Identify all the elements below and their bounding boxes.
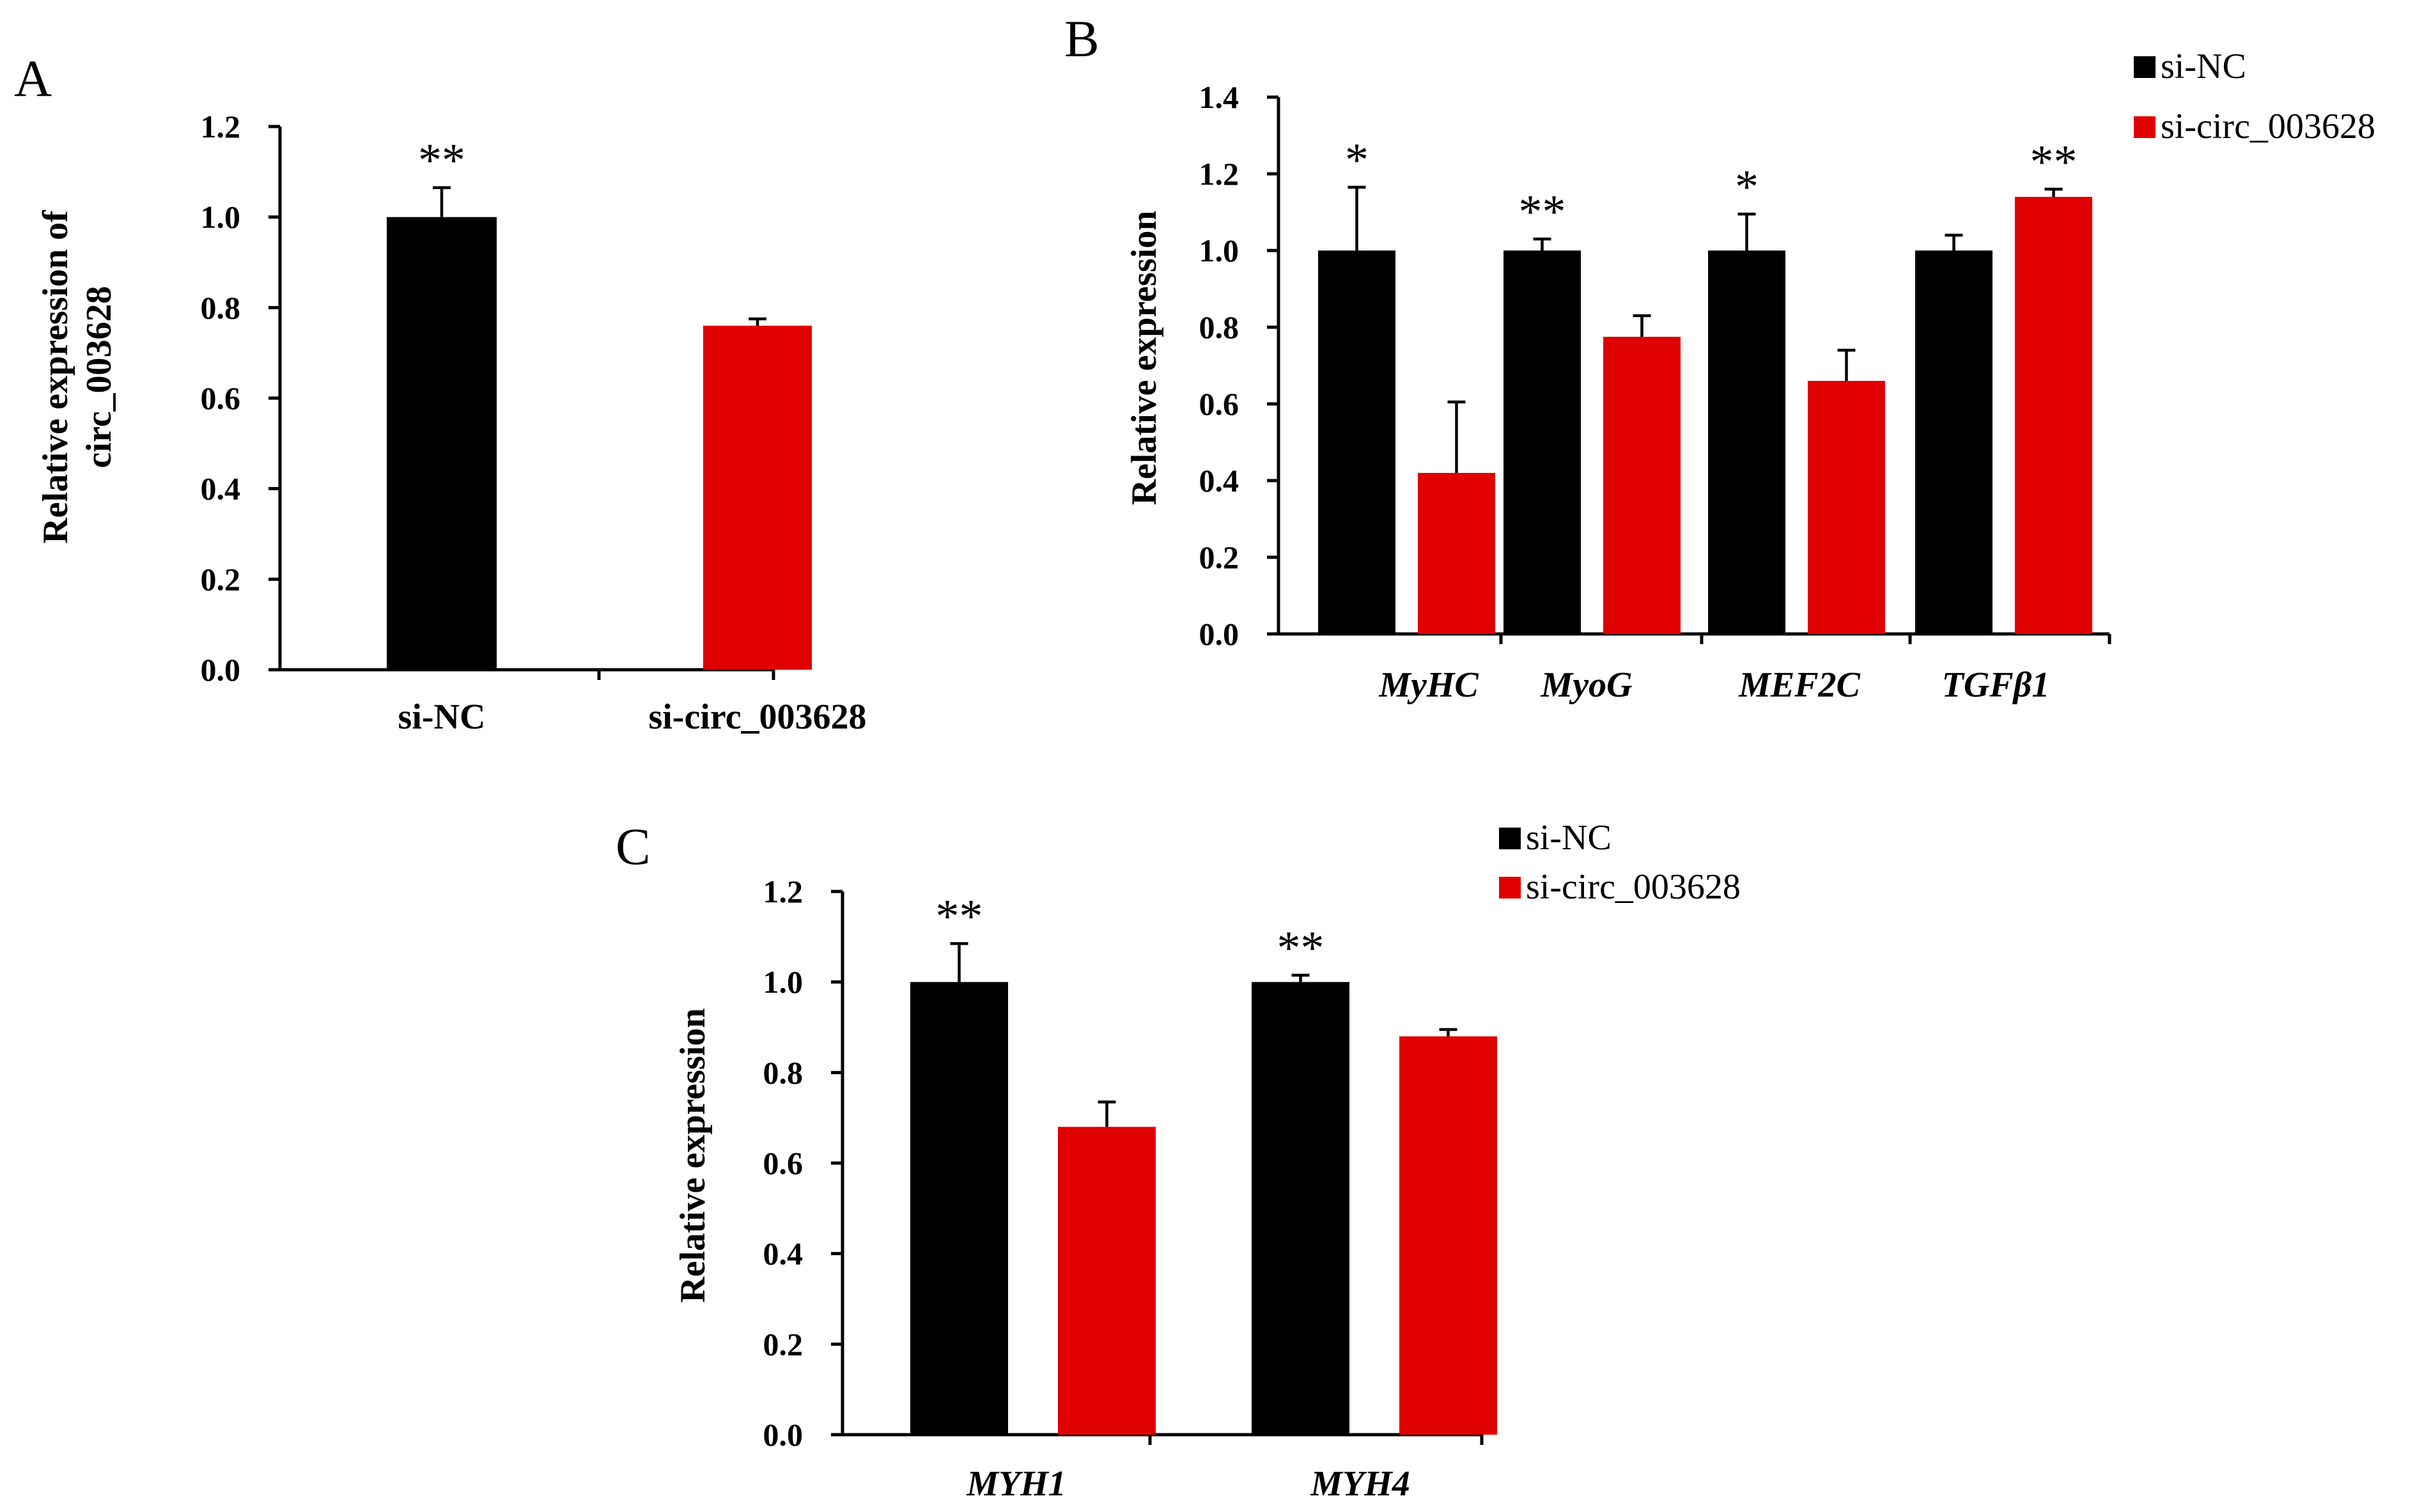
significance-marker: **	[2030, 136, 2078, 189]
legend-swatch-si-nc	[1499, 828, 1521, 849]
bar-si-nc	[387, 217, 497, 670]
bar-myog-si-nc	[1503, 251, 1581, 634]
y-tick-label: 1.0	[763, 964, 804, 1000]
significance-marker: **	[1277, 922, 1325, 975]
y-tick-label: 1.2	[1199, 156, 1239, 192]
legend-swatch-si-nc	[2134, 56, 2156, 78]
y-tick-label: 0.8	[1199, 309, 1239, 345]
y-tick-label: 0.6	[1199, 386, 1239, 422]
bar-myh4-si-nc	[1252, 982, 1349, 1435]
bar-myh4-si-circ-003628	[1399, 1036, 1497, 1435]
category-label-si-nc: si-NC	[398, 697, 486, 737]
y-tick-label: 1.4	[1199, 79, 1239, 115]
legend-label-si-nc: si-NC	[1526, 818, 1612, 858]
y-tick-label: 0.0	[763, 1417, 804, 1453]
panel-c-bars: ** **	[910, 890, 1497, 1435]
y-tick-label: 0.2	[201, 561, 241, 597]
category-label-myh1: MYH1	[966, 1464, 1066, 1504]
panel-b-chart: B Relative expression 0.0 0.2 0.4 0.6 0.8 1.0…	[1064, 10, 2375, 705]
panel-b-axes: 0.0 0.2 0.4 0.6 0.8 1.0 1.2 1.4 MyHC MyoG MEF2C TGF…	[1199, 79, 2111, 705]
bar-tgf-1-si-nc	[1915, 251, 1993, 634]
significance-marker: *	[1735, 161, 1759, 213]
y-tick-label: 0.2	[1199, 539, 1239, 575]
y-tick-label: 0.2	[763, 1326, 804, 1362]
significance-marker: **	[1519, 186, 1566, 238]
panel-a-bars: **	[387, 135, 812, 670]
panel-b-bars: *** * **	[1318, 134, 2092, 634]
category-label-myhc: MyHC	[1378, 665, 1479, 705]
category-label-myh4: MYH4	[1310, 1464, 1410, 1504]
bar-myh1-si-circ-003628	[1058, 1127, 1156, 1435]
y-tick-label: 1.0	[1199, 233, 1239, 268]
category-label-si-circ-003628: si-circ_003628	[648, 697, 866, 737]
bar-myhc-si-nc	[1318, 251, 1395, 634]
panel-a-y-axis-title-line-2: circ_003628	[79, 286, 119, 468]
y-tick-label: 1.0	[201, 199, 241, 235]
significance-marker: *	[1345, 134, 1369, 187]
panel-c-axes: 0.0 0.2 0.4 0.6 0.8 1.0 1.2 MYH1 MYH4	[763, 874, 1484, 1504]
bar-si-circ-003628	[703, 325, 812, 670]
y-tick-label: 0.4	[1199, 463, 1239, 498]
y-tick-label: 1.2	[201, 109, 241, 144]
panel-c-y-axis-title: Relative expression	[673, 1008, 713, 1303]
panel-c-legend: si-NC si-circ_003628	[1499, 818, 1741, 907]
category-label-mef2c: MEF2C	[1738, 665, 1860, 705]
significance-marker: **	[936, 890, 983, 943]
y-tick-label: 0.0	[201, 652, 241, 688]
panel-b-y-axis-title: Relative expression	[1124, 211, 1164, 505]
category-label-myog: MyoG	[1540, 665, 1632, 705]
panel-a-chart: A Relative expression of circ_003628 0.0…	[14, 49, 867, 737]
panel-label-a: A	[14, 49, 52, 107]
panel-label-c: C	[616, 817, 651, 876]
legend-label-si-nc: si-NC	[2161, 47, 2246, 86]
y-tick-label: 0.8	[201, 289, 241, 325]
panel-a-y-axis-title: Relative expression of circ_003628	[36, 210, 119, 544]
bar-myhc-si-circ-003628	[1418, 473, 1495, 634]
panel-b-legend: si-NC si-circ_003628	[2134, 47, 2375, 146]
category-label-tgf-1: TGFβ1	[1942, 665, 2050, 705]
panel-c-chart: C Relative expression 0.0 0.2 0.4 0.6 0.8 1.0…	[616, 817, 1741, 1504]
legend-swatch-si-circ	[2134, 116, 2156, 138]
y-tick-label: 0.6	[201, 380, 241, 416]
y-tick-label: 0.4	[763, 1236, 804, 1272]
y-tick-label: 1.2	[763, 874, 804, 909]
legend-label-si-circ: si-circ_003628	[1526, 867, 1741, 907]
y-tick-label: 0.8	[763, 1054, 804, 1090]
panel-a-axes: 0.0 0.2 0.4 0.6 0.8 1.0 1.2 si-NC si-circ_003628	[201, 109, 867, 737]
bar-tgf-1-si-circ-003628	[2015, 197, 2092, 634]
bar-myog-si-circ-003628	[1603, 337, 1681, 634]
legend-label-si-circ: si-circ_003628	[2161, 107, 2375, 146]
y-tick-label: 0.0	[1199, 616, 1239, 652]
bar-myh1-si-nc	[910, 982, 1008, 1435]
panel-label-b: B	[1064, 10, 1099, 68]
bar-mef2c-si-nc	[1708, 251, 1785, 634]
legend-swatch-si-circ	[1499, 877, 1521, 899]
significance-marker: **	[418, 135, 465, 187]
y-tick-label: 0.6	[763, 1145, 804, 1181]
panel-a-y-axis-title-line-1: Relative expression of	[36, 210, 75, 544]
y-tick-label: 0.4	[201, 471, 241, 507]
bar-mef2c-si-circ-003628	[1808, 381, 1885, 634]
